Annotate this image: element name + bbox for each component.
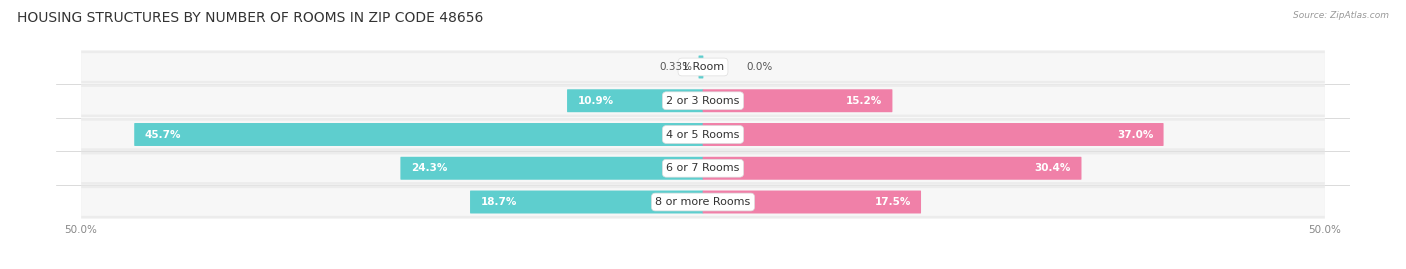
FancyBboxPatch shape (470, 190, 703, 214)
FancyBboxPatch shape (703, 123, 1164, 146)
FancyBboxPatch shape (82, 185, 1324, 218)
FancyBboxPatch shape (82, 84, 1324, 117)
FancyBboxPatch shape (134, 123, 703, 146)
Text: 0.33%: 0.33% (659, 62, 693, 72)
FancyBboxPatch shape (82, 121, 1324, 148)
FancyBboxPatch shape (82, 51, 1324, 84)
Text: 0.0%: 0.0% (747, 62, 773, 72)
Text: 4 or 5 Rooms: 4 or 5 Rooms (666, 129, 740, 140)
Text: Source: ZipAtlas.com: Source: ZipAtlas.com (1294, 11, 1389, 20)
Text: HOUSING STRUCTURES BY NUMBER OF ROOMS IN ZIP CODE 48656: HOUSING STRUCTURES BY NUMBER OF ROOMS IN… (17, 11, 484, 25)
Text: 24.3%: 24.3% (411, 163, 447, 173)
FancyBboxPatch shape (699, 55, 703, 79)
Text: 8 or more Rooms: 8 or more Rooms (655, 197, 751, 207)
Text: 10.9%: 10.9% (578, 96, 613, 106)
FancyBboxPatch shape (703, 190, 921, 214)
FancyBboxPatch shape (703, 157, 1081, 180)
FancyBboxPatch shape (82, 118, 1324, 151)
Text: 15.2%: 15.2% (846, 96, 882, 106)
Text: 18.7%: 18.7% (481, 197, 517, 207)
FancyBboxPatch shape (82, 152, 1324, 185)
Text: 17.5%: 17.5% (875, 197, 911, 207)
FancyBboxPatch shape (703, 89, 893, 112)
Text: 2 or 3 Rooms: 2 or 3 Rooms (666, 96, 740, 106)
Text: 45.7%: 45.7% (145, 129, 181, 140)
FancyBboxPatch shape (567, 89, 703, 112)
Text: 1 Room: 1 Room (682, 62, 724, 72)
FancyBboxPatch shape (82, 87, 1324, 115)
Text: 37.0%: 37.0% (1116, 129, 1153, 140)
Text: 30.4%: 30.4% (1035, 163, 1071, 173)
FancyBboxPatch shape (401, 157, 703, 180)
FancyBboxPatch shape (82, 53, 1324, 81)
Text: 6 or 7 Rooms: 6 or 7 Rooms (666, 163, 740, 173)
FancyBboxPatch shape (82, 154, 1324, 182)
FancyBboxPatch shape (82, 188, 1324, 216)
